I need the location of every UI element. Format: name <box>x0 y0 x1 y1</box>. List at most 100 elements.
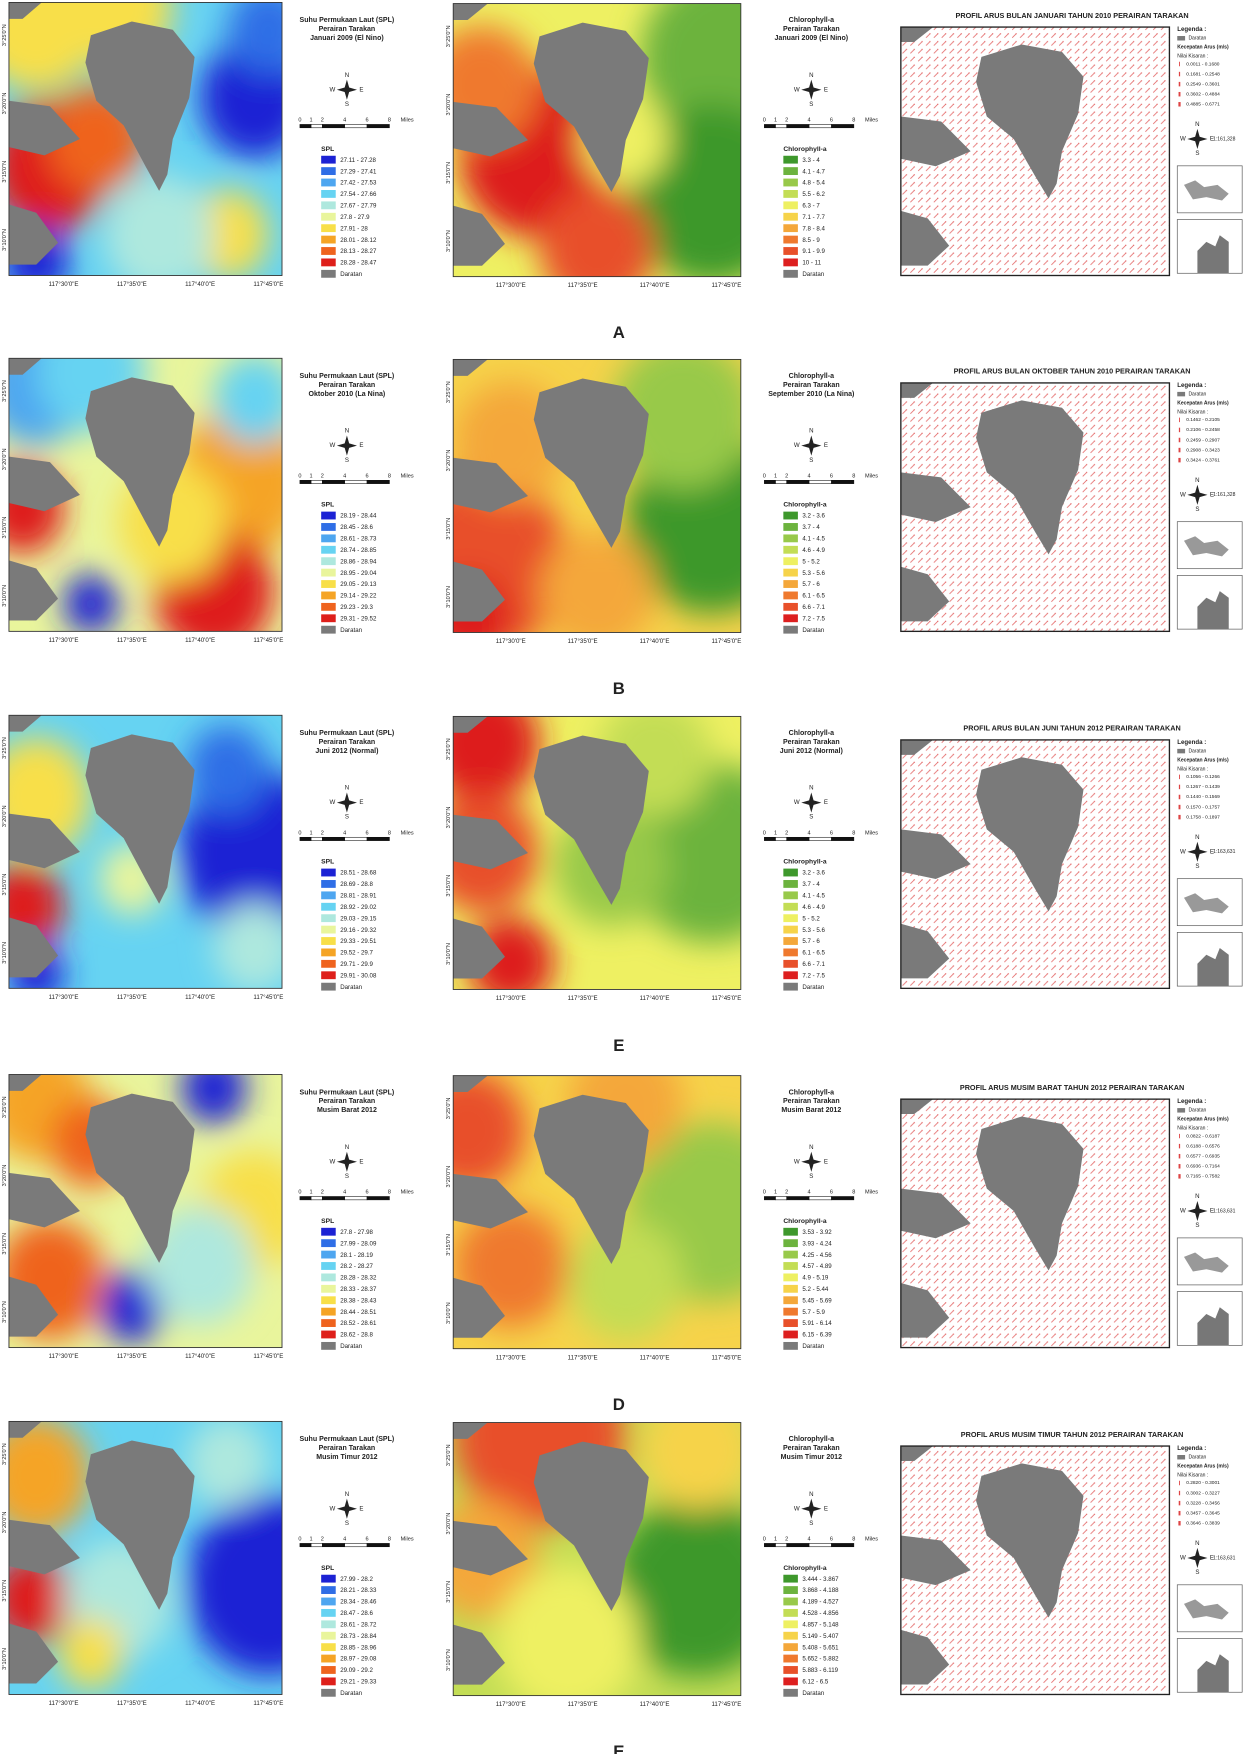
label: Miles <box>401 830 414 836</box>
label: 117°45'0"E <box>253 1353 283 1360</box>
scale-seg <box>809 1543 831 1546</box>
label: 6.12 - 6.5 <box>802 1679 829 1686</box>
legend-swatch <box>321 949 336 957</box>
blob <box>186 725 268 815</box>
legend-swatch <box>783 580 798 588</box>
label: 3°25'0"N <box>2 1096 8 1118</box>
label: 117°40'0"E <box>640 1354 670 1361</box>
label: 1:163,631 <box>1213 1208 1236 1214</box>
label: 6 <box>830 1190 833 1196</box>
legend-swatch <box>783 592 798 600</box>
legend-swatch <box>321 1598 336 1606</box>
label: 3°15'0"N <box>446 875 452 897</box>
scale-seg <box>787 837 809 840</box>
scale-seg <box>300 480 311 483</box>
legend-swatch <box>783 1620 798 1628</box>
label: 28.85 - 28.96 <box>340 1644 377 1651</box>
label: 3°20'0"N <box>2 1512 8 1534</box>
label: S <box>1195 1222 1199 1229</box>
scale-seg <box>300 124 311 127</box>
label: S <box>345 1520 349 1527</box>
label: Chlorophyll-a <box>789 17 834 24</box>
label: 3°20'0"N <box>446 94 452 116</box>
legend-swatch <box>321 258 336 266</box>
legend-swatch <box>321 1296 336 1304</box>
legend-swatch <box>321 983 336 991</box>
scale-seg <box>776 124 787 127</box>
label: Suhu Permukaan Laut (SPL) <box>300 373 395 380</box>
legend-swatch <box>783 1296 798 1304</box>
label: 6 <box>830 473 833 479</box>
label: 28.61 - 28.73 <box>340 536 377 543</box>
label: 27.91 - 28 <box>340 225 368 232</box>
scale-seg <box>345 480 367 483</box>
label: Perairan Tarakan <box>319 26 376 33</box>
label: Januari 2009 (El Nino) <box>310 35 384 42</box>
label: 3°25'0"N <box>446 738 452 760</box>
label: 29.91 - 30.08 <box>340 972 377 979</box>
label: 27.8 - 27.98 <box>340 1229 373 1236</box>
label: Nilai Kisaran : <box>1177 53 1208 59</box>
label: 2 <box>321 1536 324 1542</box>
label: 5.652 - 5.882 <box>802 1656 839 1663</box>
scale-seg <box>300 837 311 840</box>
legend-swatch <box>783 190 798 198</box>
label: 1:161,328 <box>1213 136 1236 142</box>
legend-swatch <box>783 1609 798 1617</box>
scale-seg <box>311 1543 322 1546</box>
field <box>0 715 331 1004</box>
label: Daratan <box>802 1690 824 1697</box>
label: 0.1462 - 0.2105 <box>1186 417 1220 423</box>
label: 117°45'0"E <box>253 637 283 644</box>
label: Daratan <box>1188 391 1206 397</box>
label: 4 <box>808 1536 811 1542</box>
label: 28.28 - 28.47 <box>340 260 377 267</box>
label: 7.2 - 7.5 <box>802 972 825 979</box>
label: 29.33 - 29.51 <box>340 938 377 945</box>
label: 0 <box>298 1536 301 1542</box>
label: 3°15'0"N <box>2 1233 8 1255</box>
label: N <box>345 1144 349 1151</box>
label: 4.8 - 5.4 <box>802 180 825 187</box>
label: Perairan Tarakan <box>783 26 840 33</box>
label: 3.2 - 3.6 <box>802 870 825 877</box>
label: W <box>329 442 335 449</box>
label: 117°45'0"E <box>253 1700 283 1707</box>
legend-swatch <box>1177 36 1185 40</box>
legend-swatch <box>321 1262 336 1270</box>
label: 117°40'0"E <box>640 995 670 1002</box>
label: Daratan <box>1188 1108 1206 1114</box>
label: N <box>1195 1540 1199 1547</box>
label: E <box>824 799 828 806</box>
compass-star <box>801 1499 821 1519</box>
field <box>0 1042 309 1348</box>
scale-seg <box>831 480 853 483</box>
label: Januari 2009 (El Nino) <box>775 35 849 42</box>
current-field <box>901 1099 1170 1347</box>
legend-swatch <box>321 557 336 565</box>
label: W <box>1180 848 1186 855</box>
label: 27.42 - 27.53 <box>340 180 377 187</box>
label: 117°35'0"E <box>117 1353 147 1360</box>
label: E <box>824 1505 828 1512</box>
label: 117°40'0"E <box>185 994 215 1001</box>
compass-star <box>801 793 821 813</box>
blob <box>640 1390 755 1510</box>
label: 5.408 - 5.651 <box>802 1644 839 1651</box>
label: 0.3602 - 0.4884 <box>1186 91 1220 97</box>
label: 2 <box>321 830 324 836</box>
label: 27.29 - 27.41 <box>340 168 377 175</box>
blob <box>540 189 655 309</box>
label: 3°20'0"N <box>446 1166 452 1188</box>
label: PROFIL ARUS BULAN OKTOBER TAHUN 2010 PER… <box>954 367 1191 376</box>
label: 29.14 - 29.22 <box>340 593 377 600</box>
label: 28.44 - 28.51 <box>340 1309 377 1316</box>
label: S <box>809 457 813 464</box>
legend-swatch <box>783 926 798 934</box>
label: Daratan <box>802 1343 824 1350</box>
legend-swatch <box>783 1689 798 1697</box>
legend-swatch <box>783 960 798 968</box>
scale-seg <box>311 1196 322 1199</box>
label: Legenda : <box>1177 739 1206 746</box>
label: Perairan Tarakan <box>319 382 376 389</box>
